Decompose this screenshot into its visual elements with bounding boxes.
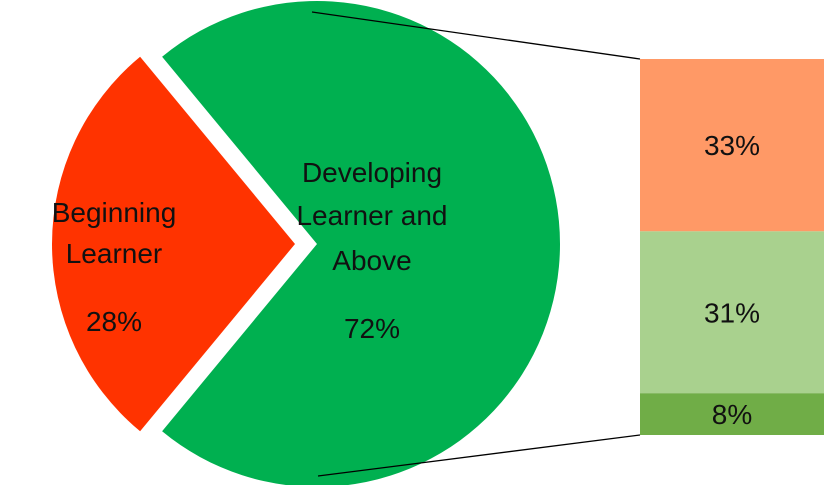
- bar-segment-1: [640, 59, 824, 232]
- pie-slice-1-label-line-2: Learner: [66, 238, 163, 269]
- pie-slice-1: [52, 56, 295, 432]
- bar-segment-1-value-label: 33%: [704, 130, 760, 161]
- bar-segment-2-value-label: 31%: [704, 297, 760, 328]
- pie-slice-1-value-label: 28%: [86, 306, 142, 337]
- pie-slice-2: [162, 1, 560, 485]
- bar-segment-2: [640, 231, 824, 394]
- connector-line-bottom: [317, 434, 641, 477]
- bar-segment-3: [640, 393, 824, 435]
- pie-slice-2-label-line-2: Learner and: [296, 200, 447, 231]
- pie-slice-2-value-label: 72%: [344, 313, 400, 344]
- bar-segment-3-value-label: 8%: [712, 399, 752, 430]
- pie-slice-2-label-line-1: Developing: [302, 157, 442, 188]
- pie-slice-1-label-line-1: Beginning: [52, 197, 177, 228]
- pie-slice-2-label-line-3: Above: [332, 245, 411, 276]
- connector-line-top: [311, 11, 641, 60]
